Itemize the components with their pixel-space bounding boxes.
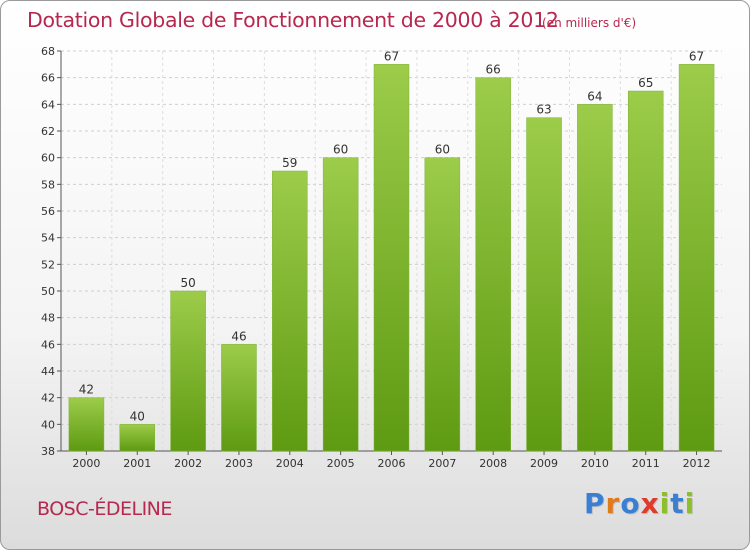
data-label: 66 bbox=[486, 63, 501, 77]
bar bbox=[577, 104, 613, 452]
x-tick-label: 2008 bbox=[479, 457, 507, 470]
data-label: 65 bbox=[638, 76, 653, 90]
data-label: 64 bbox=[587, 89, 602, 103]
bar bbox=[68, 397, 105, 452]
proxiti-logo[interactable]: Proxiti bbox=[584, 487, 695, 520]
x-tick-label: 2003 bbox=[225, 457, 253, 470]
logo-letter: i bbox=[659, 487, 671, 520]
data-label: 46 bbox=[231, 329, 246, 343]
data-label: 40 bbox=[130, 409, 145, 423]
bar bbox=[475, 77, 511, 452]
commune-name: BOSC-ÉDELINE bbox=[37, 498, 172, 520]
logo-letter: i bbox=[684, 487, 696, 520]
data-label: 60 bbox=[333, 143, 348, 157]
x-tick-label: 2006 bbox=[378, 457, 406, 470]
bar bbox=[373, 64, 410, 452]
y-tick-label: 66 bbox=[41, 72, 55, 85]
data-label: 42 bbox=[79, 383, 94, 397]
x-tick-label: 2012 bbox=[683, 457, 711, 470]
y-tick-label: 46 bbox=[41, 338, 55, 351]
bar bbox=[170, 290, 206, 452]
bar bbox=[272, 170, 308, 452]
data-label: 50 bbox=[180, 276, 195, 290]
bar bbox=[526, 117, 562, 452]
x-tick-label: 2005 bbox=[327, 457, 355, 470]
x-tick-label: 2007 bbox=[428, 457, 456, 470]
logo-letter: x bbox=[640, 487, 660, 520]
y-tick-label: 44 bbox=[41, 365, 55, 378]
chart-subtitle: (en milliers d'€) bbox=[542, 16, 637, 30]
y-tick-label: 48 bbox=[41, 312, 55, 325]
data-label: 60 bbox=[435, 143, 450, 157]
data-label: 59 bbox=[282, 156, 297, 170]
bar bbox=[119, 424, 156, 452]
y-tick-label: 64 bbox=[41, 98, 55, 111]
y-tick-label: 68 bbox=[41, 45, 55, 58]
bar bbox=[424, 157, 461, 452]
y-tick-label: 52 bbox=[41, 258, 55, 271]
x-tick-label: 2001 bbox=[123, 457, 151, 470]
x-tick-label: 2002 bbox=[174, 457, 202, 470]
data-label: 67 bbox=[689, 49, 704, 63]
logo-letter: o bbox=[620, 487, 641, 520]
y-tick-label: 54 bbox=[41, 232, 55, 245]
x-tick-label: 2009 bbox=[530, 457, 558, 470]
x-tick-label: 2010 bbox=[581, 457, 609, 470]
y-tick-label: 60 bbox=[41, 152, 55, 165]
logo-letter: P bbox=[584, 487, 606, 520]
y-tick-label: 62 bbox=[41, 125, 55, 138]
data-label: 67 bbox=[384, 49, 399, 63]
bar bbox=[627, 90, 664, 452]
logo-letter: r bbox=[605, 487, 621, 520]
y-tick-label: 56 bbox=[41, 205, 55, 218]
bar bbox=[221, 344, 257, 452]
bar bbox=[678, 64, 715, 452]
bar bbox=[322, 157, 359, 452]
y-tick-label: 42 bbox=[41, 392, 55, 405]
x-tick-label: 2000 bbox=[72, 457, 100, 470]
logo-letter: t bbox=[670, 487, 685, 520]
x-tick-label: 2004 bbox=[276, 457, 304, 470]
chart-title: Dotation Globale de Fonctionnement de 20… bbox=[27, 8, 559, 32]
y-tick-label: 40 bbox=[41, 418, 55, 431]
y-tick-label: 50 bbox=[41, 285, 55, 298]
x-tick-label: 2011 bbox=[632, 457, 660, 470]
y-tick-label: 58 bbox=[41, 178, 55, 191]
data-label: 63 bbox=[536, 103, 551, 117]
y-tick-label: 38 bbox=[41, 445, 55, 458]
